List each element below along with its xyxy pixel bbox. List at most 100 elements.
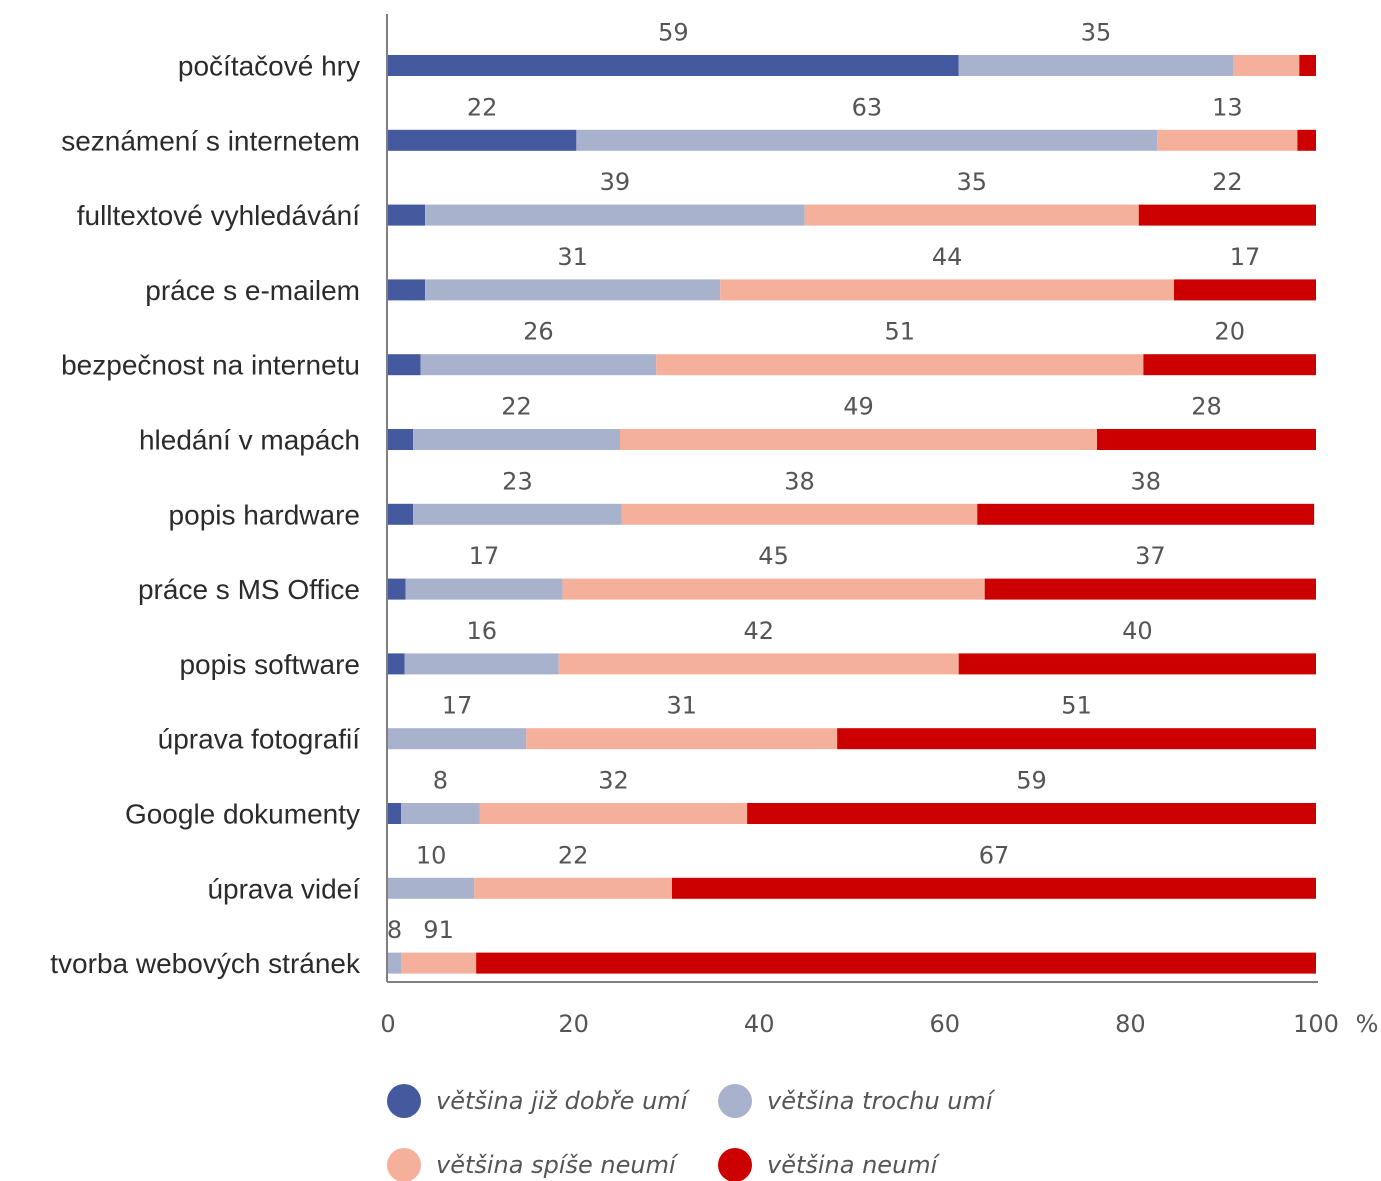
value-labels-layer: 59 35 22 63 13 39 35 22 31 44 17 26 51 20 22 49 28 23 38 38… <box>387 19 1260 945</box>
bar-segment <box>388 803 401 824</box>
bar-segment <box>388 578 406 600</box>
bar-segment <box>984 578 1316 600</box>
bar-segment <box>562 578 985 600</box>
bar-segment <box>476 952 1316 974</box>
bar-segment <box>388 429 414 450</box>
bar-segment <box>576 129 1158 151</box>
legend-swatch <box>718 1084 752 1118</box>
x-tick-label: 0 <box>380 1010 395 1038</box>
x-tick-label: 40 <box>744 1010 775 1038</box>
bars-layer <box>388 55 1316 974</box>
data-label: 40 <box>1122 617 1153 645</box>
legend-swatch <box>387 1148 421 1181</box>
data-label: 42 <box>743 617 774 645</box>
data-label: 31 <box>666 692 697 720</box>
legend-label: většina již dobře umí <box>436 1087 691 1115</box>
x-tick-label: 100 <box>1293 1010 1339 1038</box>
bar-segment <box>474 877 672 899</box>
legend: většina již dobře umí většina trochu umí v… <box>387 1084 996 1181</box>
x-tick-label: 20 <box>558 1010 589 1038</box>
bar-segment <box>621 503 978 525</box>
bar-segment <box>400 803 480 824</box>
data-label: 22 <box>558 841 589 869</box>
data-label: 38 <box>1130 467 1161 495</box>
data-label: 51 <box>1061 692 1092 720</box>
bar-segment <box>620 429 1097 450</box>
legend-label: většina spíše neumí <box>436 1151 679 1179</box>
category-label: počítačové hry <box>178 51 360 82</box>
data-label: 39 <box>600 168 631 196</box>
bar-segment <box>958 653 1316 675</box>
bar-segment <box>1233 55 1300 76</box>
bar-segment <box>388 728 527 750</box>
bar-segment <box>977 503 1315 525</box>
data-label: 67 <box>979 841 1010 869</box>
data-label: 38 <box>784 467 815 495</box>
data-label: 13 <box>1212 93 1243 121</box>
data-label: 59 <box>1016 767 1047 795</box>
bar-segment <box>1174 279 1316 301</box>
bar-segment <box>425 279 721 301</box>
data-label: 45 <box>758 542 789 570</box>
x-tick-label: 60 <box>930 1010 961 1038</box>
legend-label: většina neumí <box>767 1151 941 1179</box>
bar-segment <box>747 803 1316 824</box>
data-label: 28 <box>1191 393 1222 421</box>
x-tick-label: 80 <box>1115 1010 1146 1038</box>
bar-segment <box>420 354 657 376</box>
bar-segment <box>388 503 414 525</box>
axes-layer: 0 20 40 60 80 100% <box>380 14 1378 1038</box>
data-label: 8 <box>387 916 402 944</box>
bar-segment <box>1157 129 1298 151</box>
category-label: úprava videí <box>207 873 360 904</box>
data-label: 63 <box>852 93 883 121</box>
category-label: popis software <box>179 649 360 680</box>
category-labels-layer: počítačové hry seznámení s internetem full… <box>50 51 361 980</box>
bar-segment <box>1096 429 1316 450</box>
category-label: práce s MS Office <box>138 574 360 605</box>
category-label: práce s e-mailem <box>145 275 360 306</box>
bar-segment <box>1299 55 1316 76</box>
bar-segment <box>958 55 1234 76</box>
data-label: 16 <box>466 617 497 645</box>
bar-segment <box>1297 129 1316 151</box>
bar-segment <box>388 952 401 974</box>
bar-segment <box>425 204 805 226</box>
data-label: 37 <box>1135 542 1166 570</box>
bar-segment <box>837 728 1316 750</box>
data-label: 8 <box>433 767 448 795</box>
bar-segment <box>671 877 1316 899</box>
data-label: 32 <box>598 767 629 795</box>
data-label: 23 <box>502 467 533 495</box>
category-label: úprava fotografií <box>158 724 361 755</box>
data-label: 31 <box>557 243 588 271</box>
bar-segment <box>413 429 620 450</box>
data-label: 17 <box>1230 243 1261 271</box>
bar-segment <box>656 354 1144 376</box>
bar-segment <box>720 279 1175 301</box>
data-label: 51 <box>885 318 916 346</box>
bar-segment <box>400 952 477 974</box>
bar-segment <box>558 653 959 675</box>
data-label: 44 <box>932 243 963 271</box>
bar-segment <box>413 503 622 525</box>
category-label: fulltextové vyhledávání <box>77 200 361 231</box>
bar-segment <box>388 204 426 226</box>
bar-segment <box>388 279 426 301</box>
bar-segment <box>388 354 421 376</box>
category-label: bezpečnost na internetu <box>61 350 360 381</box>
data-label: 17 <box>442 692 473 720</box>
bar-segment <box>1143 354 1316 376</box>
category-label: tvorba webových stránek <box>50 948 361 979</box>
data-label: 17 <box>469 542 500 570</box>
bar-segment <box>388 55 959 76</box>
category-label: popis hardware <box>169 499 360 530</box>
data-label: 35 <box>956 168 987 196</box>
legend-swatch <box>718 1148 752 1181</box>
bar-segment <box>804 204 1139 226</box>
data-label: 59 <box>658 19 689 47</box>
category-label: hledání v mapách <box>139 425 360 456</box>
bar-segment <box>388 129 577 151</box>
data-label: 26 <box>523 318 554 346</box>
